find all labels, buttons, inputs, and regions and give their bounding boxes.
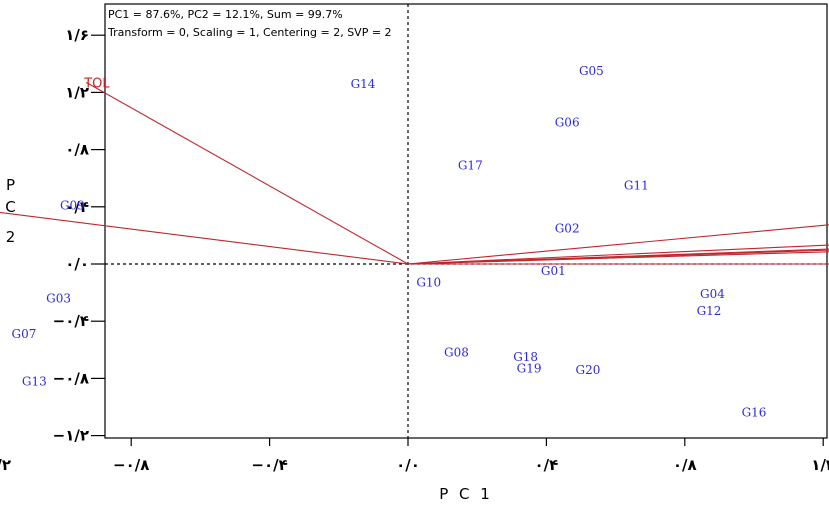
genotype-point-g19: G19	[517, 361, 542, 375]
genotype-point-g17: G17	[458, 158, 483, 172]
x-axis-label: P C 1	[439, 485, 493, 503]
y-tick-label: ۱/۶	[65, 26, 89, 44]
x-tick-label: −۰/۸	[113, 456, 149, 474]
y-tick-label: −۰/۸	[53, 369, 89, 387]
trait-vector-ham	[407, 251, 829, 265]
genotype-point-g02: G02	[555, 221, 580, 235]
genotype-point-g16: G16	[742, 406, 767, 420]
x-tick-label: ۰/۴	[535, 456, 559, 474]
y-tick-label: −۱/۲	[53, 427, 89, 445]
plot-frame	[104, 3, 828, 439]
y-tick-label: −۰/۴	[53, 312, 89, 330]
genotype-point-g14: G14	[351, 77, 376, 91]
genotype-point-g11: G11	[624, 178, 649, 192]
y-tick-label: ۰/۰	[65, 255, 89, 273]
genotype-point-g07: G07	[12, 327, 37, 341]
genotype-point-g12: G12	[697, 304, 722, 318]
trait-vector-tol	[85, 81, 409, 265]
x-tick-label: −۱/۲	[0, 456, 11, 474]
genotype-point-g18: G18	[513, 350, 538, 364]
x-tick-label: ۱/۲	[811, 456, 829, 474]
info-line-2: Transform = 0, Scaling = 1, Centering = …	[107, 26, 392, 39]
y-axis-label-line3: 2	[6, 228, 19, 246]
genotype-point-g04: G04	[700, 287, 725, 301]
genotype-point-g03: G03	[46, 291, 71, 305]
genotype-point-g05: G05	[579, 64, 604, 78]
y-tick-label: ۰/۴	[65, 198, 89, 216]
trait-vector-yp	[407, 224, 829, 265]
y-axis-label-line1: P	[6, 176, 18, 194]
trait-vector-ssi	[0, 211, 409, 265]
info-line-1: PC1 = 87.6%, PC2 = 12.1%, Sum = 99.7%	[108, 8, 343, 21]
x-tick-label: ۰/۰	[396, 456, 420, 474]
genotype-point-g06: G06	[555, 115, 580, 129]
genotype-point-g01: G01	[541, 264, 566, 278]
trait-label-tol: TOL	[83, 76, 110, 91]
genotype-point-g08: G08	[444, 346, 469, 360]
genotype-point-g09: G09	[60, 198, 85, 212]
y-tick-label: ۱/۲	[65, 83, 89, 101]
x-tick-label: ۰/۸	[673, 456, 697, 474]
y-axis-label-line2: C	[5, 198, 18, 216]
genotype-point-g13: G13	[22, 374, 47, 388]
trait-vector-mp	[407, 244, 829, 265]
x-tick-label: −۰/۴	[251, 456, 287, 474]
y-tick-label: ۰/۸	[65, 141, 89, 159]
genotype-point-g20: G20	[575, 363, 600, 377]
genotype-point-g10: G10	[416, 276, 441, 290]
